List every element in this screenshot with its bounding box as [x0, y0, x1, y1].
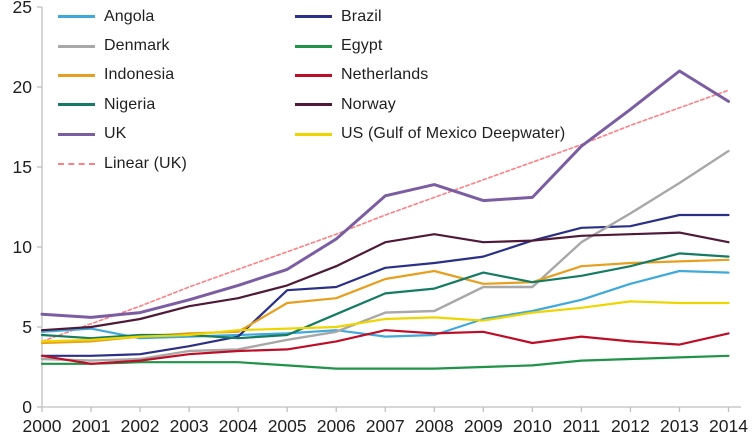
x-tick-label: 2004: [219, 416, 258, 436]
x-tick-label: 2010: [513, 416, 552, 436]
series-line-nigeria: [40, 252, 730, 340]
series-line-linear-uk: [41, 89, 730, 343]
series-line-denmark: [40, 149, 730, 362]
series-line-egypt: [40, 354, 730, 370]
y-tick-label: 0: [22, 397, 32, 417]
series-line-brazil: [40, 213, 730, 357]
x-tick-label: 2005: [268, 416, 307, 436]
y-tick-label: 25: [13, 0, 32, 17]
axis-lines: [41, 7, 741, 408]
x-tick-label: 2001: [72, 416, 111, 436]
x-tick-label: 2007: [366, 416, 405, 436]
x-tick-label: 2000: [23, 416, 62, 436]
x-tick-label: 2008: [415, 416, 454, 436]
y-tick-label: 10: [13, 237, 33, 257]
series-line-uk: [40, 69, 730, 319]
x-tick-label: 2009: [464, 416, 503, 436]
series-line-us-gulf-of-mexico-deepwater: [40, 300, 730, 343]
x-tick-label: 2003: [170, 416, 209, 436]
x-tick-label: 2002: [121, 416, 160, 436]
x-tick-label: 2012: [611, 416, 650, 436]
series-line-norway: [40, 231, 730, 332]
y-tick-label: 20: [13, 77, 33, 97]
x-tick-label: 2013: [660, 416, 699, 436]
series-line-angola: [40, 269, 730, 340]
x-tick-label: 2006: [317, 416, 356, 436]
x-tick-label: 2014: [709, 416, 748, 436]
y-tick-label: 15: [13, 157, 32, 177]
y-tick-label: 5: [22, 317, 32, 337]
x-tick-label: 2011: [563, 416, 601, 436]
series-line-netherlands: [40, 329, 730, 365]
